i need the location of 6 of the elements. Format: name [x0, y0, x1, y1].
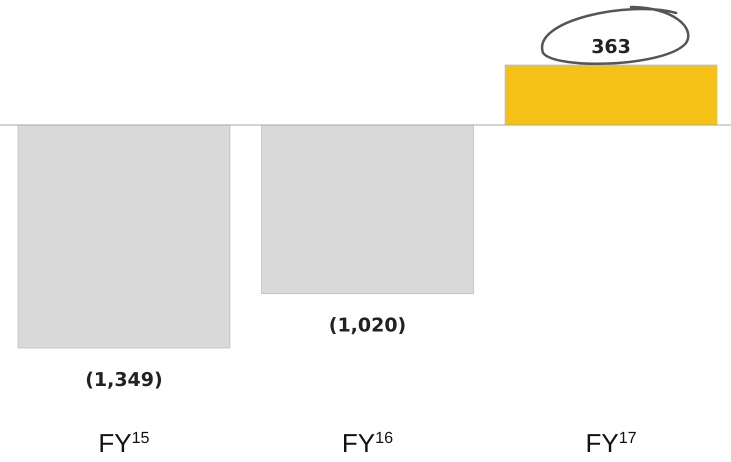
x-tick-label: FY$^{17}$ [585, 428, 637, 458]
data-label: 363 [591, 36, 631, 58]
data-label: (1,020) [328, 314, 406, 337]
x-tick-label: FY$^{16}$ [342, 428, 394, 458]
data-label: (1,349) [85, 369, 163, 391]
x-tick-label: FY$^{15}$ [98, 428, 150, 458]
